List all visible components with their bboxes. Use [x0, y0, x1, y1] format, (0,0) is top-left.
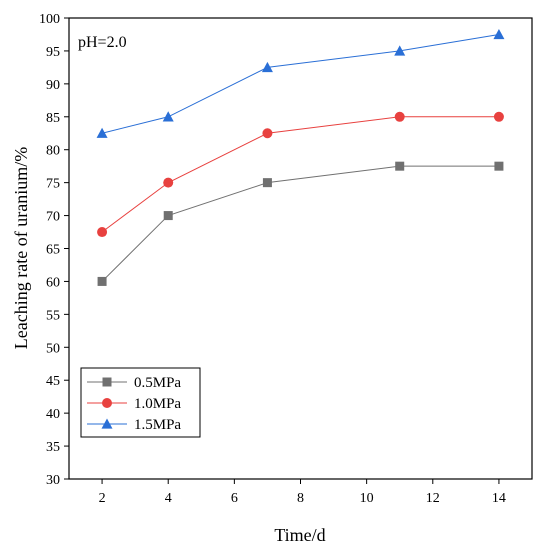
y-tick-label: 85 — [46, 111, 60, 126]
legend-label: 0.5MPa — [134, 375, 181, 391]
annotation-ph: pH=2.0 — [78, 34, 127, 51]
data-point — [394, 45, 406, 56]
y-tick-label: 100 — [39, 12, 60, 27]
y-tick-label: 80 — [46, 144, 60, 159]
data-point — [163, 211, 173, 221]
y-tick-label: 30 — [46, 473, 60, 488]
x-tick-label: 4 — [165, 491, 172, 506]
y-tick-label: 60 — [46, 275, 60, 290]
y-tick-label: 75 — [46, 177, 60, 192]
legend-label: 1.5MPa — [134, 417, 181, 433]
data-point — [494, 161, 504, 171]
data-point — [262, 178, 272, 188]
y-axis: 30 35 40 45 50 55 60 65 70 75 80 85 90 95 100 — [39, 12, 69, 488]
legend-label: 1.0MPa — [134, 396, 181, 412]
y-axis-title: Leaching rate of uranium/% — [11, 147, 31, 349]
data-point — [163, 177, 174, 188]
data-point — [96, 127, 108, 138]
data-point — [395, 161, 405, 171]
series-0 — [97, 161, 504, 286]
x-tick-label: 8 — [297, 491, 304, 506]
y-tick-label: 65 — [46, 243, 60, 258]
data-point — [97, 227, 108, 238]
y-tick-label: 55 — [46, 308, 60, 323]
x-tick-label: 14 — [492, 491, 506, 506]
x-tick-label: 12 — [426, 491, 440, 506]
y-tick-label: 70 — [46, 210, 60, 225]
y-tick-label: 90 — [46, 78, 60, 93]
legend-marker — [101, 418, 113, 429]
data-point — [394, 111, 405, 122]
y-tick-label: 95 — [46, 45, 60, 60]
y-tick-label: 45 — [46, 374, 60, 389]
y-tick-label: 40 — [46, 407, 60, 422]
x-tick-label: 6 — [231, 491, 238, 506]
series-layer — [96, 28, 505, 286]
data-point — [262, 128, 273, 139]
x-axis-title: Time/d — [274, 525, 325, 545]
data-point — [162, 111, 174, 122]
x-tick-label: 10 — [360, 491, 374, 506]
legend-marker — [102, 377, 112, 387]
x-tick-label: 2 — [99, 491, 106, 506]
data-point — [493, 28, 505, 40]
y-tick-label: 35 — [46, 440, 60, 455]
legend-marker — [102, 398, 112, 408]
y-tick-label: 50 — [46, 341, 60, 356]
data-point — [261, 61, 273, 73]
series-1 — [97, 111, 504, 238]
data-point — [97, 276, 107, 286]
x-axis: 2 4 6 8 10 12 14 — [99, 479, 506, 506]
legend: 0.5MPa 1.0MPa 1.5MPa — [80, 367, 201, 438]
data-point — [493, 111, 504, 122]
series-2 — [96, 28, 505, 138]
